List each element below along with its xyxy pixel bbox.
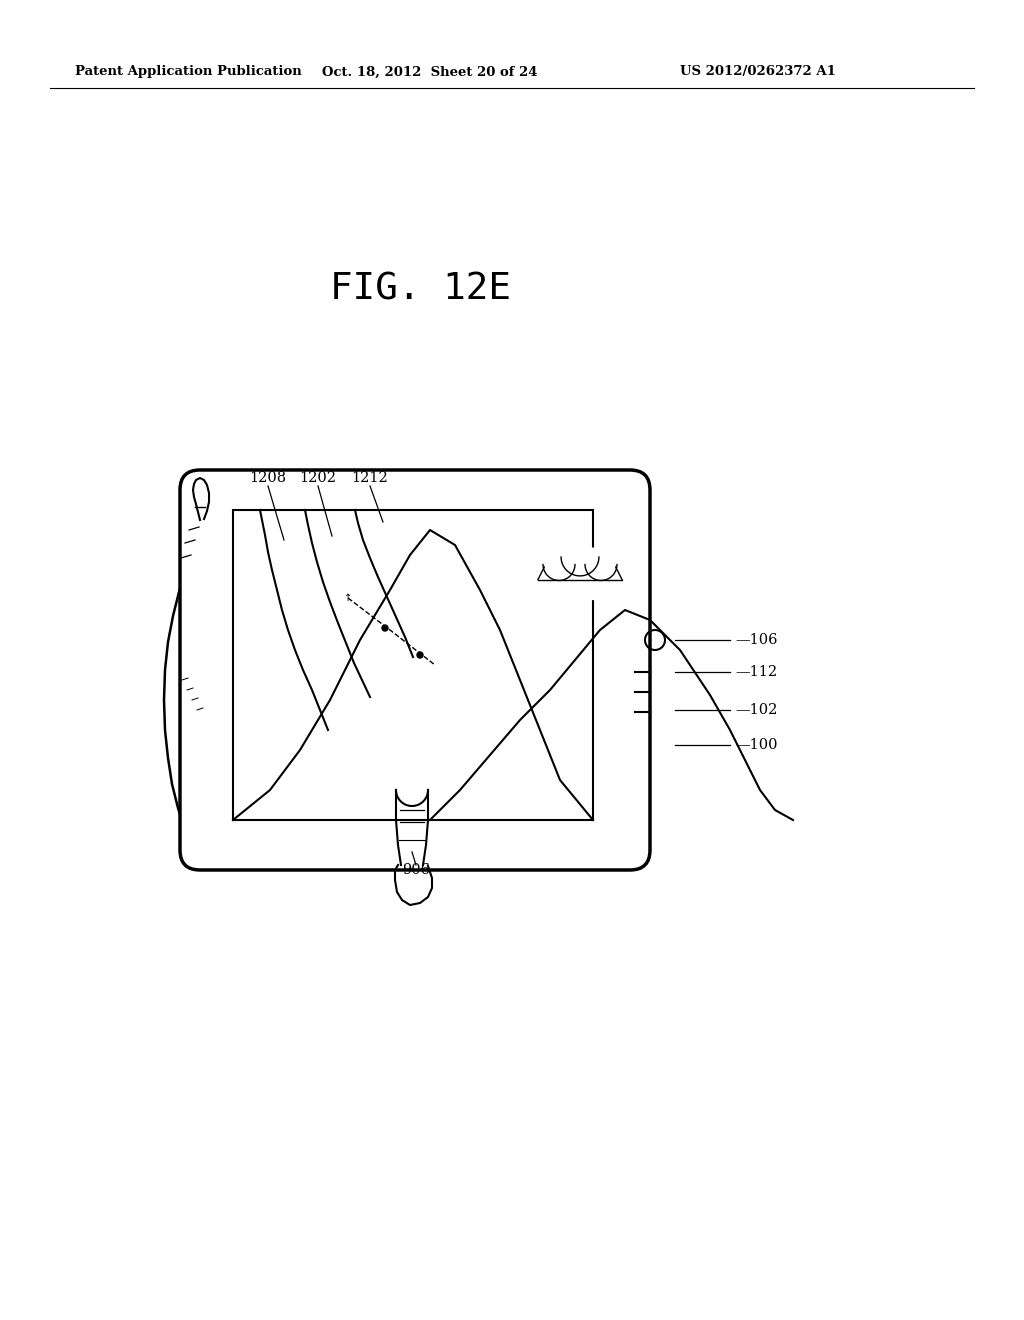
Text: 1202: 1202 xyxy=(299,471,337,484)
Text: —112: —112 xyxy=(735,665,777,678)
Text: —106: —106 xyxy=(735,634,777,647)
Text: —102: —102 xyxy=(735,704,777,717)
Ellipse shape xyxy=(575,574,613,599)
FancyBboxPatch shape xyxy=(180,470,650,870)
Text: —100: —100 xyxy=(735,738,777,752)
Ellipse shape xyxy=(521,560,580,594)
Text: 906: 906 xyxy=(402,863,430,876)
Text: 1208: 1208 xyxy=(250,471,287,484)
Text: FIG. 12E: FIG. 12E xyxy=(330,272,511,308)
Circle shape xyxy=(417,652,423,657)
Bar xyxy=(233,510,593,820)
Text: US 2012/0262372 A1: US 2012/0262372 A1 xyxy=(680,66,836,78)
Ellipse shape xyxy=(538,546,622,597)
Ellipse shape xyxy=(559,569,601,599)
Circle shape xyxy=(382,624,388,631)
Text: Oct. 18, 2012  Sheet 20 of 24: Oct. 18, 2012 Sheet 20 of 24 xyxy=(323,66,538,78)
Text: 1212: 1212 xyxy=(351,471,388,484)
Text: Patent Application Publication: Patent Application Publication xyxy=(75,66,302,78)
Ellipse shape xyxy=(547,574,585,599)
Text: ↑: ↑ xyxy=(344,593,352,603)
Ellipse shape xyxy=(580,560,639,594)
